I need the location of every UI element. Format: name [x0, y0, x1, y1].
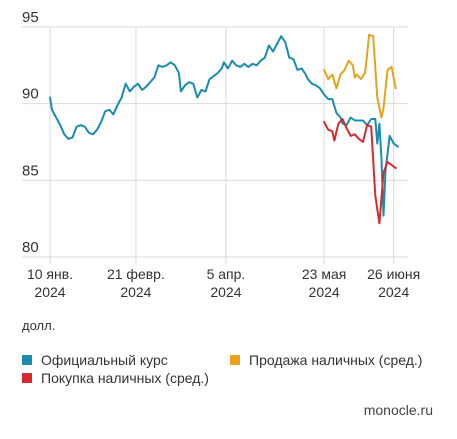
- x-tick-label-4: 26 июня: [367, 266, 420, 282]
- x-tick-label-0: 10 янв.: [27, 266, 73, 282]
- series-lines: [49, 33, 399, 225]
- legend-swatch-sell: [230, 355, 240, 365]
- x-tick-labels: 10 янв. 2024 21 февр. 2024 5 апр. 2024 23 мая 2…: [27, 266, 420, 300]
- x-tick-year-4: 2024: [378, 284, 409, 300]
- legend-item-official: Официальный курс: [22, 352, 168, 368]
- y-tick-label-85: 85: [22, 162, 39, 179]
- x-tick-year-2: 2024: [210, 284, 241, 300]
- x-tick-year-0: 2024: [34, 284, 65, 300]
- line-chart: 80 85 90 95 10 янв. 2024 21 февр. 2024 5 апр. 20…: [22, 9, 420, 300]
- x-tick-label-3: 23 мая: [302, 266, 346, 282]
- cash-sell-line: [323, 33, 397, 119]
- y-tick-label-95: 95: [22, 9, 39, 26]
- legend-label-buy: Покупка наличных (сред.): [41, 370, 209, 386]
- y-tick-labels: 80 85 90 95: [22, 9, 39, 256]
- x-tick-year-3: 2024: [309, 284, 340, 300]
- legend-swatch-buy: [22, 373, 32, 383]
- x-tick-label-2: 5 апр.: [207, 266, 246, 282]
- grid: [22, 26, 408, 258]
- cash-buy-line: [323, 118, 397, 225]
- source-label: monocle.ru: [363, 402, 433, 418]
- unit-label: долл.: [22, 318, 56, 333]
- y-tick-label-80: 80: [22, 239, 39, 256]
- legend-item-sell: Продажа наличных (сред.): [230, 352, 422, 368]
- legend-label-official: Официальный курс: [41, 352, 168, 368]
- legend-swatch-official: [22, 355, 32, 365]
- x-grid: [49, 27, 395, 264]
- legend-item-buy: Покупка наличных (сред.): [22, 370, 209, 386]
- x-tick-year-1: 2024: [120, 284, 151, 300]
- legend-label-sell: Продажа наличных (сред.): [249, 352, 423, 368]
- y-tick-label-90: 90: [22, 86, 39, 103]
- official-rate-line: [49, 35, 399, 217]
- x-tick-label-1: 21 февр.: [107, 266, 165, 282]
